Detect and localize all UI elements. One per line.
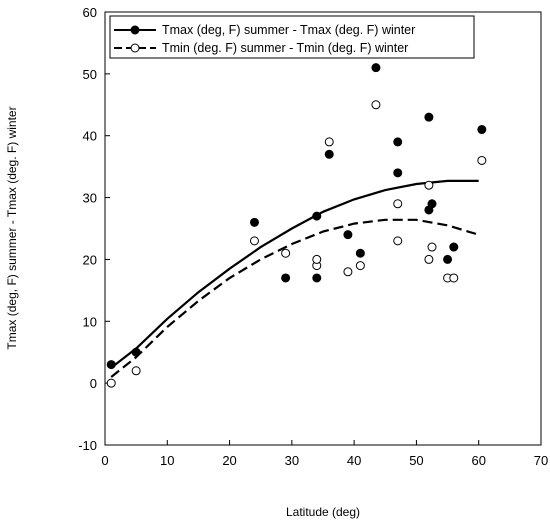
series-1-point — [249, 236, 259, 246]
x-tick-label: 40 — [347, 453, 361, 468]
series-0-point — [477, 125, 487, 135]
series-0-point — [324, 149, 334, 159]
series-0-point — [312, 211, 322, 221]
y-axis-title: Tmax (deg, F) summer - Tmax (deg. F) win… — [5, 106, 19, 349]
y-tick-label: -10 — [78, 438, 97, 453]
plot-frame — [104, 11, 542, 446]
series-1-point — [449, 273, 459, 283]
trend-lines — [110, 179, 480, 378]
y-tick-label: 30 — [83, 191, 97, 206]
series-0-point — [106, 360, 116, 370]
x-tick-label: 0 — [101, 453, 108, 468]
y-tick-label: 0 — [90, 376, 97, 391]
y-tick-label: 20 — [83, 252, 97, 267]
legend-marker-tmax — [130, 25, 140, 35]
series-0-point — [249, 217, 259, 227]
series-0-point — [355, 248, 365, 258]
y-tick-label: 40 — [83, 129, 97, 144]
series-1-point — [424, 180, 434, 190]
series-1-point — [131, 366, 141, 376]
series-0-point — [449, 242, 459, 252]
series-0-trend-line — [110, 179, 479, 369]
series-0-point — [427, 199, 437, 209]
x-axis-title: Latitude (deg) — [286, 505, 360, 519]
series-1-point — [343, 267, 353, 277]
y-tick-label: 50 — [83, 67, 97, 82]
series-1-point — [393, 199, 403, 209]
legend-label-tmin: Tmin (deg. F) summer - Tmin (deg. F) win… — [162, 41, 408, 55]
series-1-point — [324, 137, 334, 147]
series-1-point — [477, 155, 487, 165]
series-1-point — [312, 254, 322, 264]
series-0-point — [443, 254, 453, 264]
series-0-point — [424, 112, 434, 122]
axis-ticks: 0 10 20 30 40 50 60 70 -10 0 10 20 30 40 50 60 — [78, 5, 548, 468]
legend-box — [109, 15, 475, 59]
y-tick-label: 10 — [83, 314, 97, 329]
x-tick-label: 30 — [285, 453, 299, 468]
series-1-point — [281, 248, 291, 258]
legend-marker-tmin — [130, 43, 140, 53]
x-tick-label: 10 — [160, 453, 174, 468]
series-0-point — [343, 230, 353, 240]
x-tick-label: 60 — [471, 453, 485, 468]
series-1-point — [106, 378, 116, 388]
y-tick-label: 60 — [83, 5, 97, 20]
legend-label-tmax: Tmax (deg, F) summer - Tmax (deg. F) win… — [162, 23, 415, 37]
series-1-point — [371, 100, 381, 110]
series-0-point — [131, 347, 141, 357]
legend: Tmax (deg, F) summer - Tmax (deg. F) win… — [109, 15, 475, 59]
series-1-trend-line — [110, 218, 480, 378]
series-0-point — [371, 63, 381, 73]
x-tick-label: 50 — [409, 453, 423, 468]
series-0-point — [312, 273, 322, 283]
series-0-point — [393, 137, 403, 147]
series-1-point — [355, 261, 365, 271]
series-0-point — [393, 168, 403, 178]
series-1-point — [424, 254, 434, 264]
x-tick-label: 70 — [534, 453, 548, 468]
x-tick-label: 20 — [222, 453, 236, 468]
data-points — [106, 63, 487, 388]
series-1-point — [393, 236, 403, 246]
series-1-point — [427, 242, 437, 252]
series-0-point — [281, 273, 291, 283]
